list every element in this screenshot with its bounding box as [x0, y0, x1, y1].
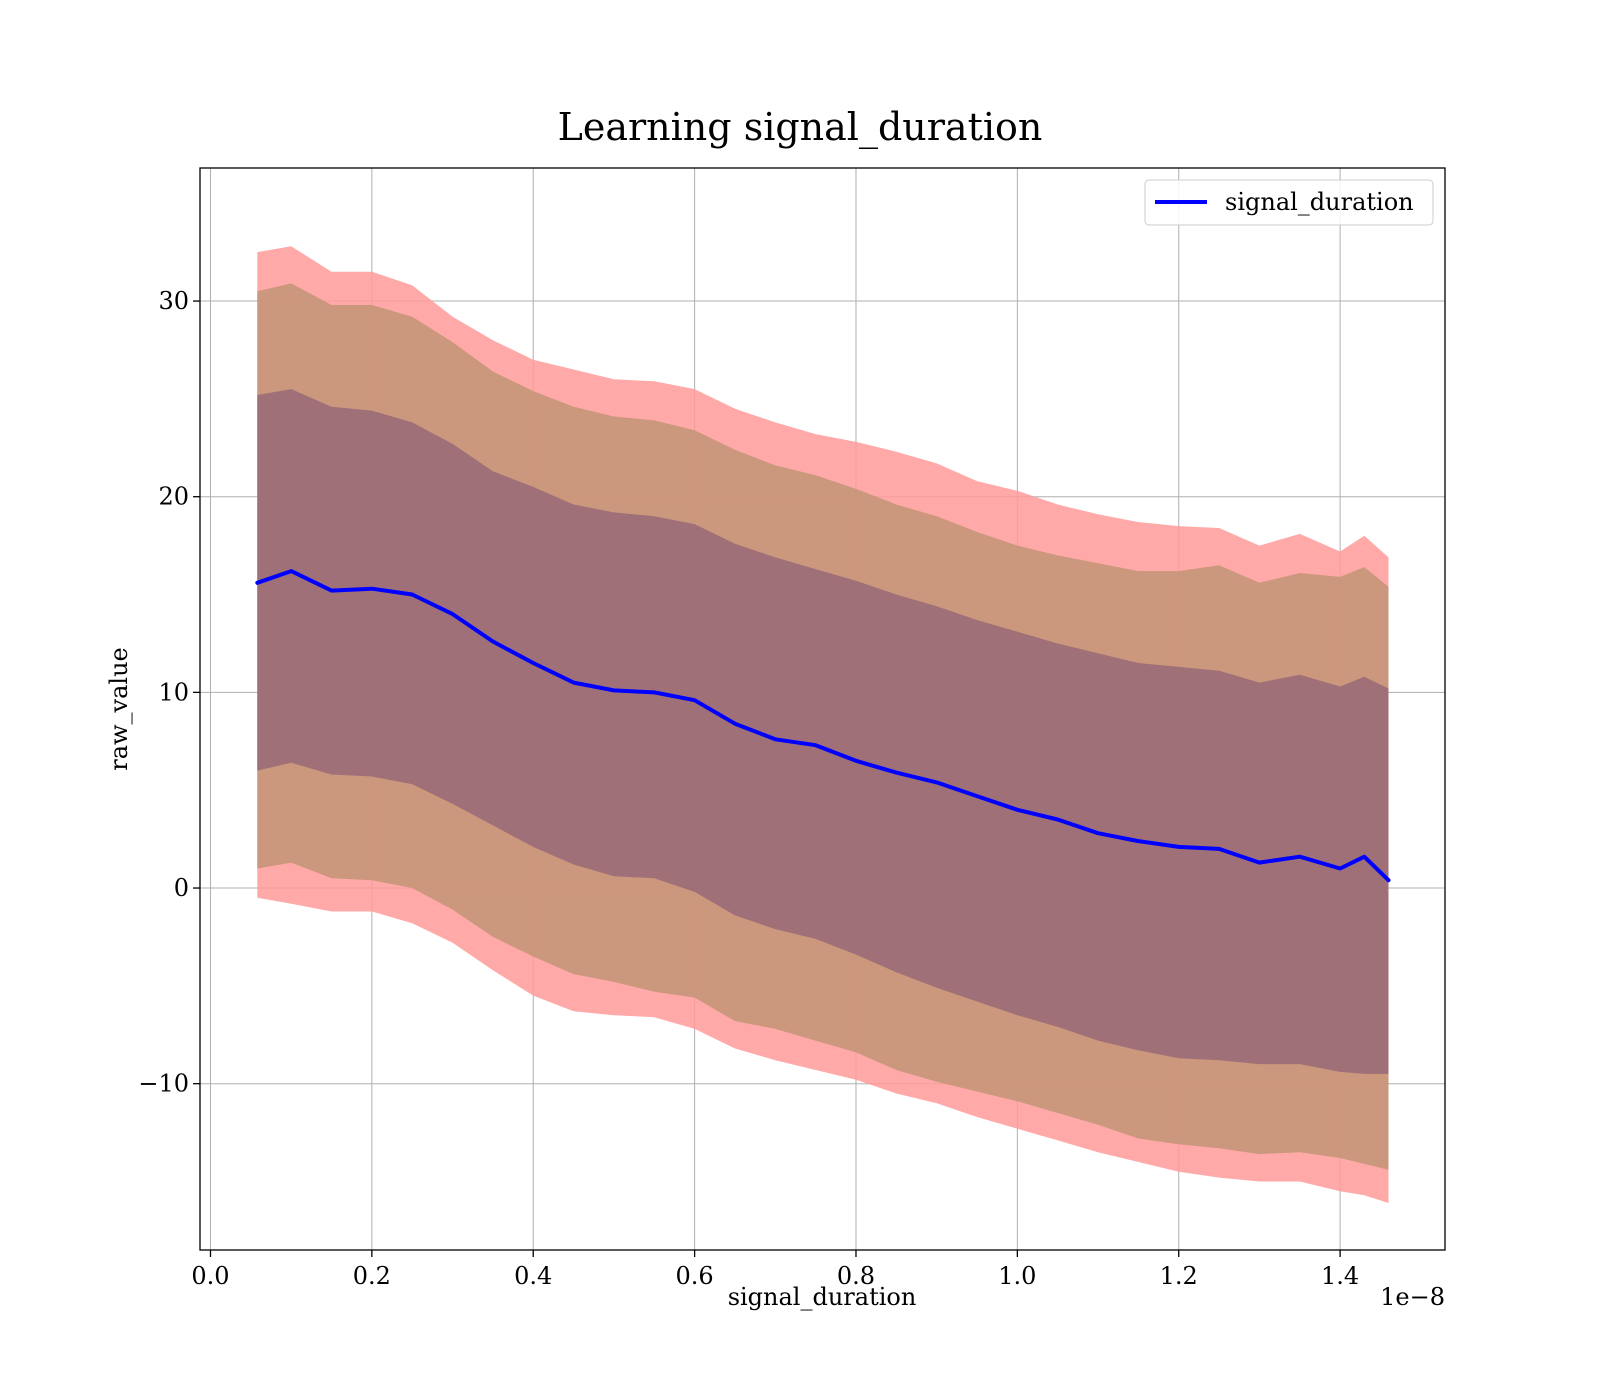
x-axis-offset-label: 1e−8: [1380, 1283, 1445, 1311]
legend-box: [1144, 179, 1434, 226]
y-axis-label: raw_value: [105, 647, 133, 771]
legend-label: signal_duration: [1225, 188, 1414, 216]
x-tick-label: 0.2: [353, 1262, 391, 1290]
x-tick-label: 0.8: [837, 1262, 875, 1290]
chart-title: Learning signal_duration: [558, 105, 1043, 150]
x-tick-label: 0.0: [191, 1262, 229, 1290]
y-axis-ticks: −10 0 10 20 30: [138, 287, 200, 1098]
y-tick-label: 30: [158, 287, 189, 315]
plot-frame: [199, 167, 1446, 1251]
x-tick-label: 1.0: [998, 1262, 1036, 1290]
inner-confidence-band: [257, 389, 1389, 1074]
series-lines: [255, 569, 1391, 883]
y-tick-label: −10: [138, 1070, 189, 1098]
confidence-bands: [257, 246, 1389, 1204]
y-tick-label: 0: [174, 874, 189, 902]
x-axis-ticks: 0.0 0.2 0.4 0.6 0.8 1.0 1.2 1.4: [191, 1250, 1359, 1290]
x-tick-label: 1.4: [1321, 1262, 1359, 1290]
y-tick-label: 10: [158, 678, 189, 706]
legend: signal_duration: [1144, 179, 1434, 226]
series-line-signal-duration: [255, 569, 1391, 883]
x-tick-label: 1.2: [1160, 1262, 1198, 1290]
y-tick-label: 20: [158, 483, 189, 511]
x-axis-label: signal_duration: [728, 1283, 917, 1311]
x-tick-label: 0.4: [514, 1262, 552, 1290]
x-tick-label: 0.6: [676, 1262, 714, 1290]
